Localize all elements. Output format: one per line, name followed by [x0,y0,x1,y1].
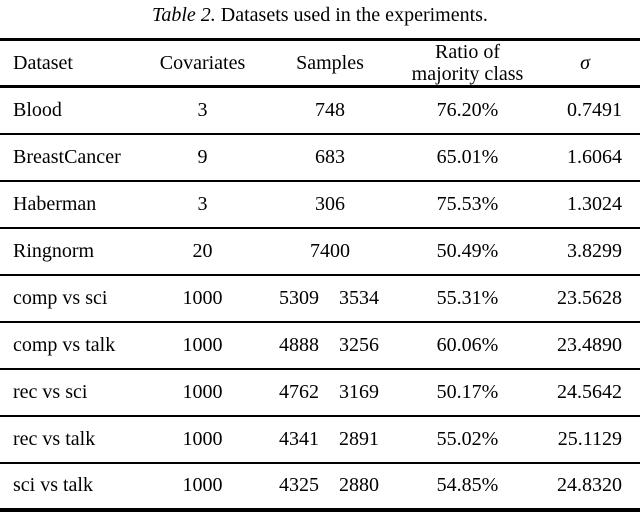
sigma-value: 3.8299 [567,239,622,262]
column-header-ratio-line2: majority class [411,63,524,85]
samples-secondary-value: 3169 [339,380,379,403]
dataset-name: rec vs talk [13,427,96,450]
table-row: sci vs talk 1000 4325 2880 54.85% 24.832… [0,462,640,510]
samples-value: 683 [315,145,345,168]
sigma-value: 23.5628 [557,286,622,309]
table-row: comp vs talk 1000 4888 3256 60.06% 23.48… [0,321,640,369]
table-row: comp vs sci 1000 5309 3534 55.31% 23.562… [0,274,640,322]
table-caption: Table 2. Datasets used in the experiment… [0,0,640,32]
table-row: BreastCancer 9 683 65.01% 1.6064 [0,133,640,181]
sigma-value: 0.7491 [567,98,622,121]
sigma-value: 1.3024 [567,192,622,215]
table-caption-label: Table 2. [152,4,216,26]
dataset-name: sci vs talk [13,474,93,496]
samples-secondary-value: 3256 [339,333,379,356]
covariates-value: 3 [197,98,208,121]
samples-secondary-value: 3534 [339,286,379,309]
dataset-name: rec vs sci [13,380,88,403]
samples-value: 5309 [279,286,319,309]
ratio-value: 75.53% [436,192,499,215]
samples-value: 748 [315,98,345,121]
dataset-name: BreastCancer [13,145,121,168]
covariates-value: 20 [192,239,213,262]
dataset-name: Blood [13,98,62,121]
sigma-value: 24.8320 [557,474,622,496]
covariates-value: 1000 [182,380,223,403]
dataset-name: comp vs sci [13,286,108,309]
column-header-dataset: Dataset [13,52,73,74]
ratio-value: 76.20% [436,98,499,121]
datasets-table: Dataset Covariates Samples Ratio of majo… [0,38,640,512]
ratio-value: 55.02% [436,427,499,450]
samples-value: 7400 [310,239,350,262]
sigma-value: 24.5642 [557,380,622,403]
samples-value: 4341 [279,427,319,450]
covariates-value: 3 [197,192,208,215]
samples-secondary-value: 2880 [339,474,379,496]
covariates-value: 9 [197,145,208,168]
samples-value: 4888 [279,333,319,356]
column-header-samples: Samples [296,52,364,74]
samples-value: 4325 [279,474,319,496]
sigma-value: 23.4890 [557,333,622,356]
table-caption-text: Datasets used in the experiments. [220,4,488,26]
sigma-value: 1.6064 [567,145,622,168]
covariates-value: 1000 [182,333,223,356]
ratio-value: 50.17% [436,380,499,403]
column-header-ratio: Ratio of majority class [395,40,540,87]
dataset-name: Ringnorm [13,239,95,262]
samples-value: 4762 [279,380,319,403]
column-header-ratio-line1: Ratio of [435,41,500,63]
table-row: Ringnorm 20 7400 50.49% 3.8299 [0,227,640,275]
covariates-value: 1000 [182,427,223,450]
samples-value: 306 [315,192,345,215]
samples-secondary-value: 2891 [339,427,379,450]
header-row: Dataset Covariates Samples Ratio of majo… [0,40,640,87]
covariates-value: 1000 [182,474,223,496]
ratio-value: 55.31% [436,286,499,309]
covariates-value: 1000 [182,286,223,309]
ratio-value: 60.06% [436,333,499,356]
table-row: Haberman 3 306 75.53% 1.3024 [0,180,640,228]
table-row: Blood 3 748 76.20% 0.7491 [0,86,640,134]
dataset-name: Haberman [13,192,97,215]
ratio-value: 54.85% [436,474,499,496]
ratio-value: 50.49% [436,239,499,262]
column-header-sigma: σ [580,52,590,74]
sigma-value: 25.1129 [557,427,622,450]
column-header-covariates: Covariates [159,52,246,74]
dataset-name: comp vs talk [13,333,116,356]
table-row: rec vs talk 1000 4341 2891 55.02% 25.112… [0,415,640,463]
table-row: rec vs sci 1000 4762 3169 50.17% 24.5642 [0,368,640,416]
ratio-value: 65.01% [436,145,499,168]
